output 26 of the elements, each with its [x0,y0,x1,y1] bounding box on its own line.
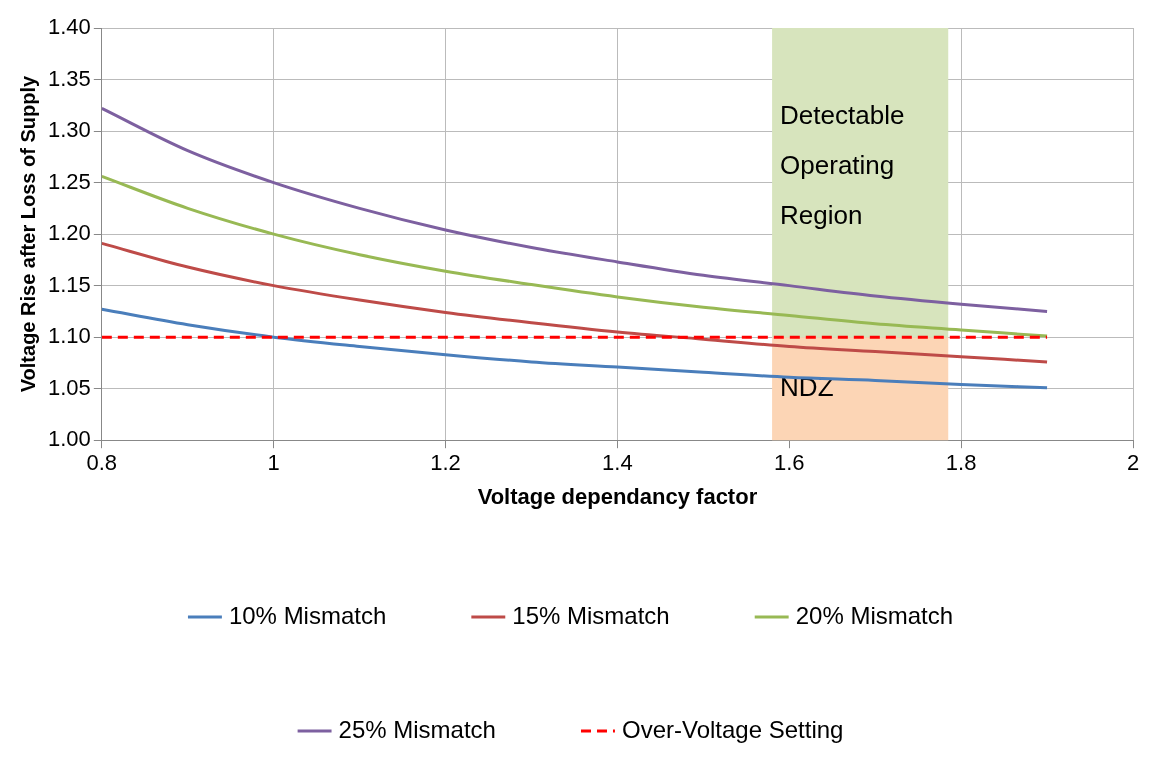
x-tick-label: 0.8 [86,450,118,476]
line-series [101,106,1049,313]
y-tick-label: 1.05 [47,374,91,400]
y-tick-label: 1.10 [47,323,91,349]
x-tick-label: 1.8 [945,450,977,476]
legend-label: Over-Voltage Setting [621,715,844,743]
y-tick-label: 1.25 [47,168,91,194]
legend-label: 10% Mismatch [228,601,387,629]
y-axis-title: Voltage Rise after Loss of Supply [16,75,39,393]
y-tick-label: 1.15 [47,271,91,297]
legend-label: 15% Mismatch [512,601,670,629]
y-tick-label: 1.35 [47,65,91,91]
line-series [101,241,1049,364]
x-tick-label: 2 [1126,450,1140,476]
legend-label: 20% Mismatch [795,601,954,629]
band-label: Detectable Operating Region [780,100,905,231]
y-tick-label: 1.00 [47,426,91,452]
y-tick-label: 1.20 [47,220,91,246]
x-tick-label: 1.2 [430,450,461,476]
x-tick-label: 1.4 [602,450,633,476]
y-tick-label: 1.40 [47,14,91,40]
x-tick-label: 1 [267,450,280,476]
legend-label: 25% Mismatch [338,715,496,743]
y-tick-label: 1.30 [47,117,91,143]
x-tick-label: 1.6 [773,450,805,476]
x-axis-title: Voltage dependancy factor [477,483,758,509]
